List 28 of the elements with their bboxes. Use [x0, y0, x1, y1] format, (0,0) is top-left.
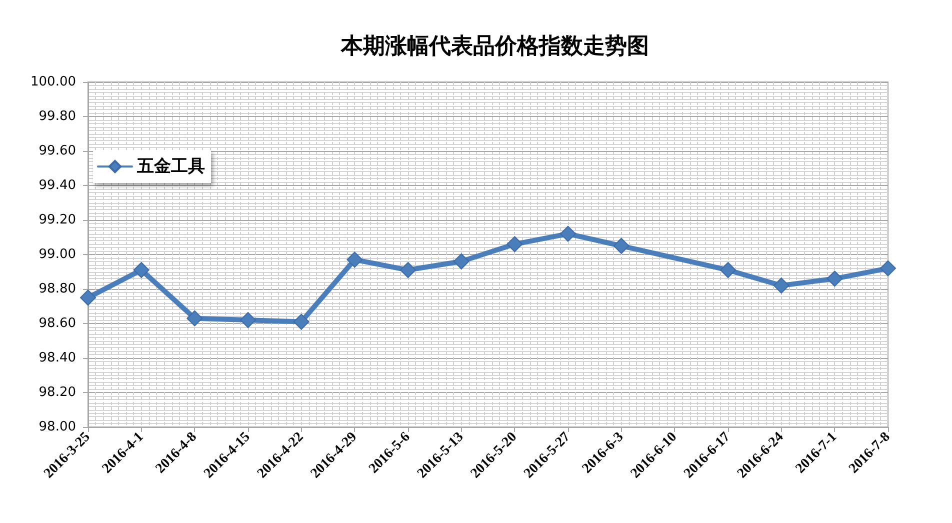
point	[773, 278, 790, 294]
point	[453, 253, 470, 270]
point	[186, 310, 203, 326]
point	[720, 262, 736, 278]
y-tick-label: 98.80	[38, 282, 76, 296]
point	[133, 262, 150, 278]
y-tick-label: 98.00	[38, 420, 76, 434]
point	[293, 314, 310, 330]
y-tick-label: 98.40	[38, 350, 76, 366]
point	[240, 312, 256, 328]
point	[560, 226, 576, 242]
point	[880, 260, 896, 276]
chart-title: 本期涨幅代表品价格指数走势图	[340, 33, 649, 59]
y-tick-label: 99.60	[38, 144, 76, 158]
y-tick-label: 99.00	[38, 247, 76, 262]
point	[826, 270, 843, 287]
point	[80, 290, 96, 306]
y-tick-label: 98.60	[38, 316, 76, 331]
y-tick-label: 99.40	[38, 178, 76, 193]
y-tick-label: 99.20	[38, 212, 76, 228]
point	[613, 238, 630, 254]
y-tick-label: 99.80	[38, 109, 76, 124]
legend-label: 五金工具	[136, 156, 205, 176]
point	[400, 262, 416, 278]
y-tick-label: 98.20	[38, 385, 76, 400]
point	[506, 236, 523, 252]
y-tick-label: 100.00	[30, 74, 76, 90]
point	[346, 252, 363, 268]
